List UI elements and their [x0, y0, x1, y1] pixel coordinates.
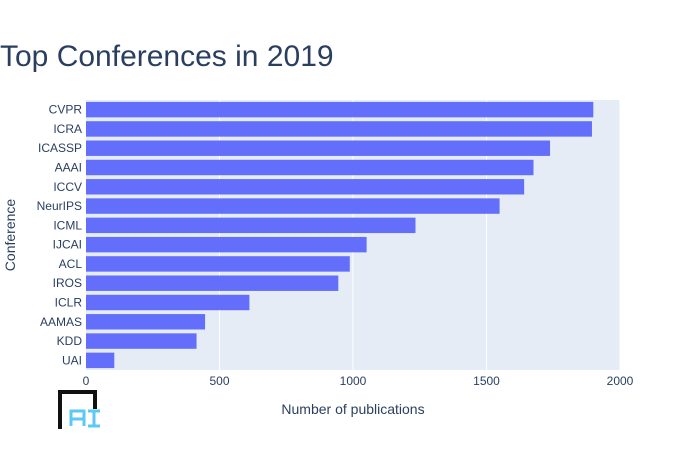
x-tick-label: 1500 — [473, 374, 500, 388]
y-tick-label: ICML — [53, 218, 82, 232]
y-tick-label: IJCAI — [53, 238, 82, 252]
y-tick-label: ACL — [59, 257, 83, 271]
bar-iros — [86, 275, 339, 291]
y-tick-label: KDD — [57, 334, 83, 348]
chart-title: Top Conferences in 2019 — [0, 40, 334, 73]
y-tick-label: IROS — [53, 276, 82, 290]
y-tick-label: ICRA — [53, 122, 82, 136]
bar-iccv — [86, 179, 525, 195]
bar-aaai — [86, 159, 534, 176]
y-tick-label: AAAI — [55, 161, 82, 175]
y-tick-label: ICLR — [55, 296, 83, 310]
bar-aamas — [86, 314, 206, 330]
y-tick-label: AAMAS — [40, 315, 82, 329]
bar-ijcai — [86, 236, 367, 253]
bar-acl — [86, 256, 350, 272]
bar-cvpr — [86, 101, 594, 118]
bar-icassp — [86, 140, 551, 156]
ai-logo-icon — [57, 389, 103, 429]
bar-neurips — [86, 198, 500, 214]
y-axis-title: Conference — [2, 199, 18, 272]
x-tick-label: 0 — [83, 374, 90, 388]
bar-icra — [86, 121, 592, 137]
y-tick-label: NeurIPS — [37, 199, 82, 213]
x-axis-title: Number of publications — [281, 401, 424, 417]
y-tick-label: ICCV — [53, 180, 82, 194]
x-tick-label: 2000 — [607, 374, 634, 388]
y-axis-ticks: CVPR ICRA ICASSP AAAI ICCV NeurIPS ICML IJCAI AC… — [37, 103, 83, 368]
x-axis-ticks: 0 500 1000 1500 2000 — [83, 374, 634, 388]
bar-kdd — [86, 333, 197, 349]
bar-iclr — [86, 294, 250, 311]
bar-uai — [86, 352, 115, 369]
x-tick-label: 500 — [209, 374, 229, 388]
bars — [86, 101, 594, 369]
x-tick-label: 1000 — [340, 374, 367, 388]
y-tick-label: ICASSP — [38, 141, 82, 155]
bar-icml — [86, 217, 416, 234]
y-tick-label: UAI — [62, 353, 82, 367]
y-tick-label: CVPR — [49, 103, 83, 117]
